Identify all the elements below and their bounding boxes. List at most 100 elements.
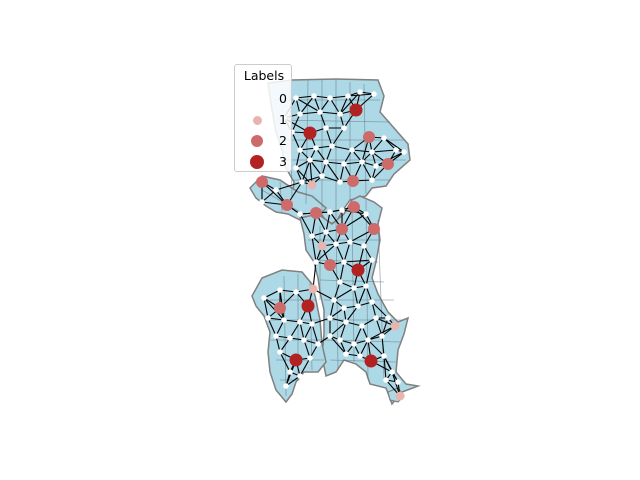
graph-node-label-0 (293, 289, 299, 295)
graph-node-label-2 (348, 201, 360, 213)
graph-edge (351, 149, 373, 153)
graph-edge (325, 211, 331, 233)
graph-node-label-0 (385, 315, 391, 321)
legend-item-0: 0 (235, 89, 293, 109)
graph-edge (267, 317, 277, 337)
graph-node-label-0 (297, 111, 303, 117)
graph-node-label-0 (359, 323, 365, 329)
graph-node-label-1 (390, 321, 400, 331)
graph-edge (285, 375, 301, 387)
graph-node-label-0 (287, 335, 293, 341)
graph-edge (311, 323, 319, 345)
graph-node-label-0 (357, 353, 363, 359)
graph-node-label-0 (293, 165, 299, 171)
graph-node-label-2 (310, 207, 322, 219)
graph-node-label-0 (341, 125, 347, 131)
legend-marker-2 (251, 135, 263, 147)
graph-node-label-0 (273, 333, 279, 339)
graph-node-label-0 (361, 243, 367, 249)
graph-node-label-3 (289, 353, 303, 367)
graph-node-label-0 (281, 317, 287, 323)
graph-edge (343, 241, 351, 263)
graph-edge (263, 289, 281, 299)
graph-node-label-0 (359, 159, 365, 165)
graph-edge (303, 339, 311, 359)
graph-edge (311, 235, 317, 263)
graph-node-label-0 (259, 199, 265, 205)
graph-node-label-3 (351, 263, 365, 277)
graph-node-label-1 (308, 284, 318, 294)
graph-node-label-2 (368, 223, 380, 235)
graph-node-label-0 (343, 319, 349, 325)
legend: Labels 0 1 2 3 (234, 64, 292, 172)
graph-node-label-0 (329, 143, 335, 149)
graph-edge (299, 321, 305, 341)
graph-edge (299, 111, 321, 115)
graph-node-label-0 (381, 135, 387, 141)
graph-node-label-0 (327, 95, 333, 101)
graph-node-label-0 (323, 229, 329, 235)
graph-node-label-2 (256, 176, 268, 188)
graph-node-label-0 (323, 125, 329, 131)
graph-node-label-0 (339, 207, 345, 213)
graph-edge (367, 325, 396, 341)
graph-edge (315, 147, 327, 163)
graph-node-label-0 (363, 283, 369, 289)
graph-edge (275, 181, 303, 191)
graph-node-label-0 (383, 377, 389, 383)
graph-node-label-0 (331, 297, 337, 303)
graph-node-label-0 (333, 241, 339, 247)
graph-node-label-0 (311, 93, 317, 99)
graph-edge (371, 137, 385, 153)
graph-edge (319, 111, 327, 129)
graph-edge (311, 317, 331, 325)
graph-node-label-0 (351, 285, 357, 291)
graph-edge (295, 149, 301, 169)
graph-node-label-0 (395, 379, 401, 385)
graph-edge (339, 163, 345, 183)
graph-node-label-0 (299, 179, 305, 185)
legend-item-1: 1 (235, 110, 293, 130)
district-line (319, 279, 385, 283)
graph-edge (329, 307, 345, 319)
graph-node-label-0 (297, 319, 303, 325)
graph-edge (295, 95, 315, 99)
graph-edge (329, 97, 341, 115)
graph-edge (291, 113, 301, 133)
graph-node-label-0 (297, 373, 303, 379)
graph-edge (299, 213, 313, 237)
graph-node-label-0 (341, 161, 347, 167)
graph-edge (345, 305, 359, 323)
graph-edge (279, 351, 291, 373)
graph-edge (275, 319, 285, 337)
graph-node-label-0 (373, 163, 379, 169)
graph-edge (331, 127, 345, 147)
graph-node-label-0 (265, 315, 271, 321)
graph-node-label-3 (349, 103, 363, 117)
graph-node-label-0 (315, 341, 321, 347)
graph-edge (333, 281, 341, 301)
graph-edge (339, 321, 347, 341)
graph-edge (325, 127, 333, 147)
graph-node-label-0 (327, 315, 333, 321)
graph-node-label-0 (365, 337, 371, 343)
graph-edge (263, 297, 269, 319)
graph-edge (325, 161, 345, 165)
district-line (351, 205, 355, 363)
graph-node-label-0 (337, 179, 343, 185)
legend-marker-0 (255, 97, 259, 101)
graph-edge (299, 95, 315, 115)
graph-node-label-0 (341, 259, 347, 265)
graph-node-label-0 (273, 187, 279, 193)
district-line (275, 119, 391, 123)
graph-nodes (256, 89, 407, 401)
graph-node-label-0 (327, 209, 333, 215)
graph-edge (383, 137, 405, 153)
graph-edge (331, 145, 353, 151)
graph-node-label-0 (301, 337, 307, 343)
graph-node-label-0 (307, 157, 313, 163)
graph-edge (343, 259, 373, 263)
legend-item-3: 3 (235, 152, 293, 172)
legend-label-3: 3 (279, 154, 287, 169)
